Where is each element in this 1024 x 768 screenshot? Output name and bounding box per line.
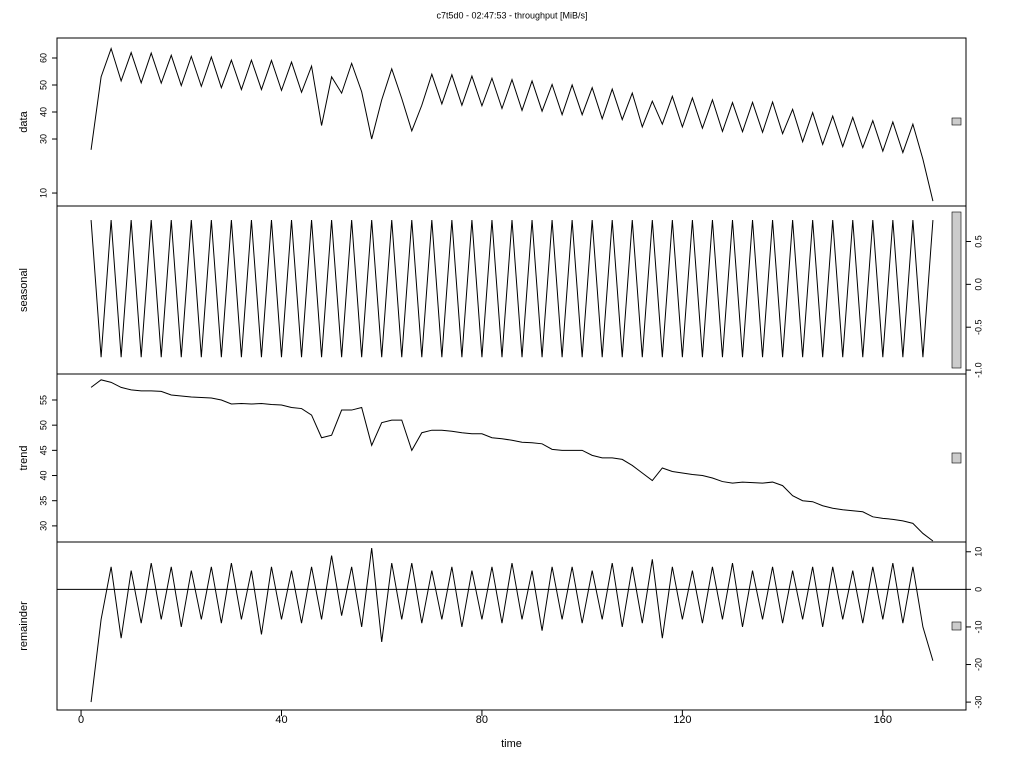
x-tick-label: 80 xyxy=(476,714,488,726)
y-tick-label: 0 xyxy=(973,587,983,592)
range-bar xyxy=(951,211,962,369)
y-tick-label: 30 xyxy=(38,134,48,144)
range-bar xyxy=(951,621,962,631)
y-tick-label: 35 xyxy=(38,496,48,506)
y-tick-label: 0.0 xyxy=(973,278,983,291)
y-tick-label: -1.0 xyxy=(973,362,983,378)
chart-title: c7t5d0 - 02:47:53 - throughput [MiB/s] xyxy=(436,10,587,20)
x-tick-label: 160 xyxy=(874,714,892,726)
range-bar xyxy=(951,452,962,464)
y-tick-label: 40 xyxy=(38,107,48,117)
y-axis-label: trend xyxy=(18,445,30,470)
y-tick-label: -30 xyxy=(973,696,983,709)
y-tick-label: 40 xyxy=(38,471,48,481)
y-tick-label: 45 xyxy=(38,445,48,455)
y-axis-label: seasonal xyxy=(18,268,30,312)
y-tick-label: 10 xyxy=(973,547,983,557)
y-axis-label: data xyxy=(18,110,30,132)
y-tick-label: 0.5 xyxy=(973,235,983,248)
y-tick-label: 50 xyxy=(38,420,48,430)
y-tick-label: 30 xyxy=(38,521,48,531)
y-tick-label: -0.5 xyxy=(973,319,983,335)
y-tick-label: -20 xyxy=(973,658,983,671)
x-tick-label: 40 xyxy=(275,714,287,726)
y-tick-label: 10 xyxy=(38,188,48,198)
y-tick-label: 55 xyxy=(38,395,48,405)
y-axis-label: remainder xyxy=(18,601,30,651)
data-line xyxy=(90,547,934,703)
x-axis-label: time xyxy=(501,738,522,750)
y-tick-label: 50 xyxy=(38,80,48,90)
y-tick-label: 60 xyxy=(38,53,48,63)
data-line xyxy=(90,379,934,542)
data-line xyxy=(90,220,934,358)
x-tick-label: 0 xyxy=(78,714,84,726)
range-bar xyxy=(951,117,962,126)
data-line xyxy=(90,46,934,202)
x-tick-label: 120 xyxy=(673,714,691,726)
y-tick-label: -10 xyxy=(973,620,983,633)
